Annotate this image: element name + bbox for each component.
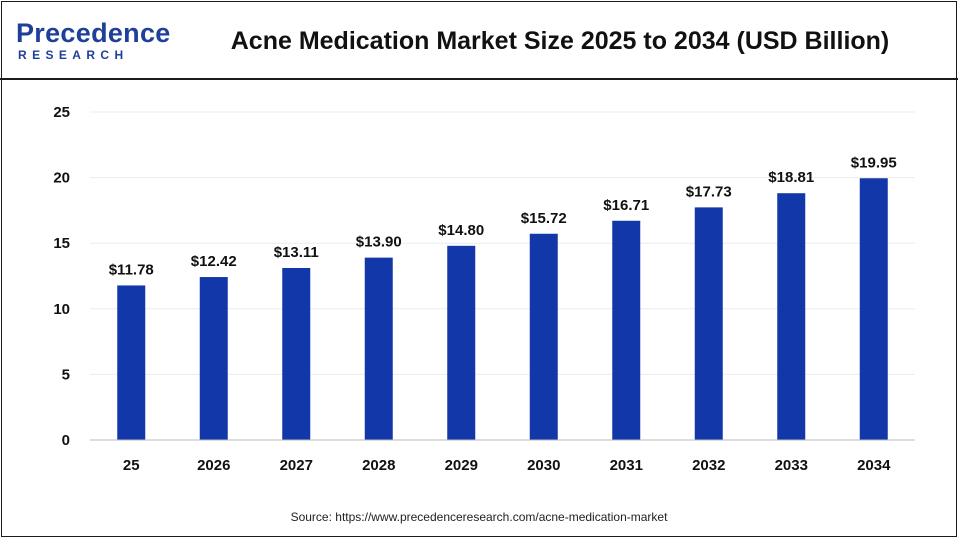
bar-value-label: $18.81 (768, 169, 814, 186)
bar (612, 220, 641, 440)
x-tick-label: 2033 (775, 457, 808, 474)
y-tick-label: 10 (53, 301, 70, 318)
y-tick-label: 20 (53, 170, 70, 187)
bar-value-label: $14.80 (438, 222, 484, 239)
bar (117, 285, 146, 440)
chart-title: Acne Medication Market Size 2025 to 2034… (230, 27, 890, 55)
source-note: Source: https://www.precedenceresearch.c… (290, 510, 668, 524)
x-tick-label: 2029 (445, 457, 478, 474)
x-axis-ticks: 25 2026 2027 2028 2029 2030 2031 2032 2033 2034 (123, 457, 891, 474)
x-tick-label: 2030 (527, 457, 560, 474)
bar-value-label: $15.72 (521, 210, 567, 227)
bar-value-label: $11.78 (109, 261, 154, 278)
y-tick-label: 5 (62, 366, 70, 383)
logo-subtitle: RESEARCH (18, 48, 129, 62)
brand-logo: Precedence RESEARCH (16, 18, 170, 68)
bar-value-label: $16.71 (603, 197, 649, 214)
data-labels: $11.78 $12.42 $13.11 $13.90 $14.80 $15.72 $16.… (109, 154, 897, 278)
x-tick-label: 2034 (857, 457, 891, 474)
bar (694, 207, 723, 440)
logo-wordmark: Precedence (16, 18, 171, 48)
x-tick-label: 2028 (362, 457, 395, 474)
bars (117, 178, 888, 441)
bar-value-label: $12.42 (191, 253, 237, 270)
bar (199, 277, 228, 440)
bar (859, 178, 888, 441)
x-tick-label: 2027 (280, 457, 313, 474)
bar-value-label: $17.73 (686, 183, 732, 200)
x-tick-label: 2032 (692, 457, 725, 474)
bar-chart: 0 5 10 15 20 25 $11.78 $12.42 $13.11 $13.90 $14.8… (53, 104, 915, 474)
chart-header: Precedence RESEARCH Acne Medication Mark… (0, 0, 958, 80)
bar-value-label: $13.90 (356, 234, 402, 251)
x-tick-label: 2031 (610, 457, 643, 474)
bar (529, 233, 558, 440)
bar (447, 245, 476, 440)
x-tick-label: 2026 (197, 457, 230, 474)
y-tick-label: 0 (62, 432, 70, 449)
bar-value-label: $13.11 (274, 244, 319, 261)
y-tick-label: 25 (53, 104, 70, 121)
bar-value-label: $19.95 (851, 154, 897, 171)
bar (282, 267, 311, 440)
x-tick-label: 25 (123, 457, 140, 474)
bar (364, 257, 393, 440)
bar (777, 193, 806, 440)
y-tick-label: 15 (53, 235, 70, 252)
y-axis-ticks: 0 5 10 15 20 25 (53, 104, 70, 449)
